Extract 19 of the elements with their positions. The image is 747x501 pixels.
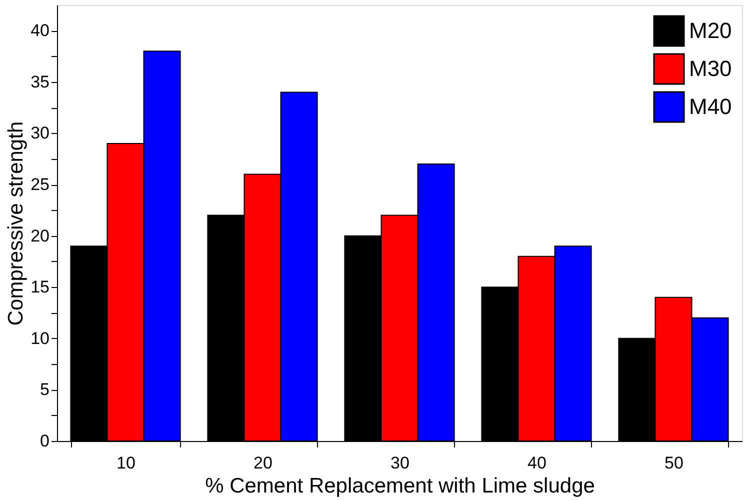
y-tick-label: 15 [30,278,50,297]
x-tick-label: 50 [664,454,684,472]
y-tick-label: 0 [40,432,50,450]
y-tick-label: 40 [30,21,50,40]
y-axis-title: Compressive strength [4,121,28,326]
y-tick-label: 30 [30,124,50,143]
y-tick-label: 10 [30,328,50,348]
x-tick-label: 30 [390,454,410,472]
y-tick-label: 25 [30,175,50,194]
y-tick-label: 20 [30,226,50,246]
x-axis-title: % Cement Replacement with Lime sludge [205,474,595,498]
y-tick-label: 5 [40,380,50,400]
x-tick-label: 20 [254,454,272,472]
legend-label: M30 [689,56,732,81]
y-tick-label: 35 [30,72,50,92]
legend-label: M40 [689,94,732,119]
x-tick-label: 40 [528,454,546,472]
x-tick-label: 10 [116,454,136,472]
legend-label: M20 [689,18,732,43]
